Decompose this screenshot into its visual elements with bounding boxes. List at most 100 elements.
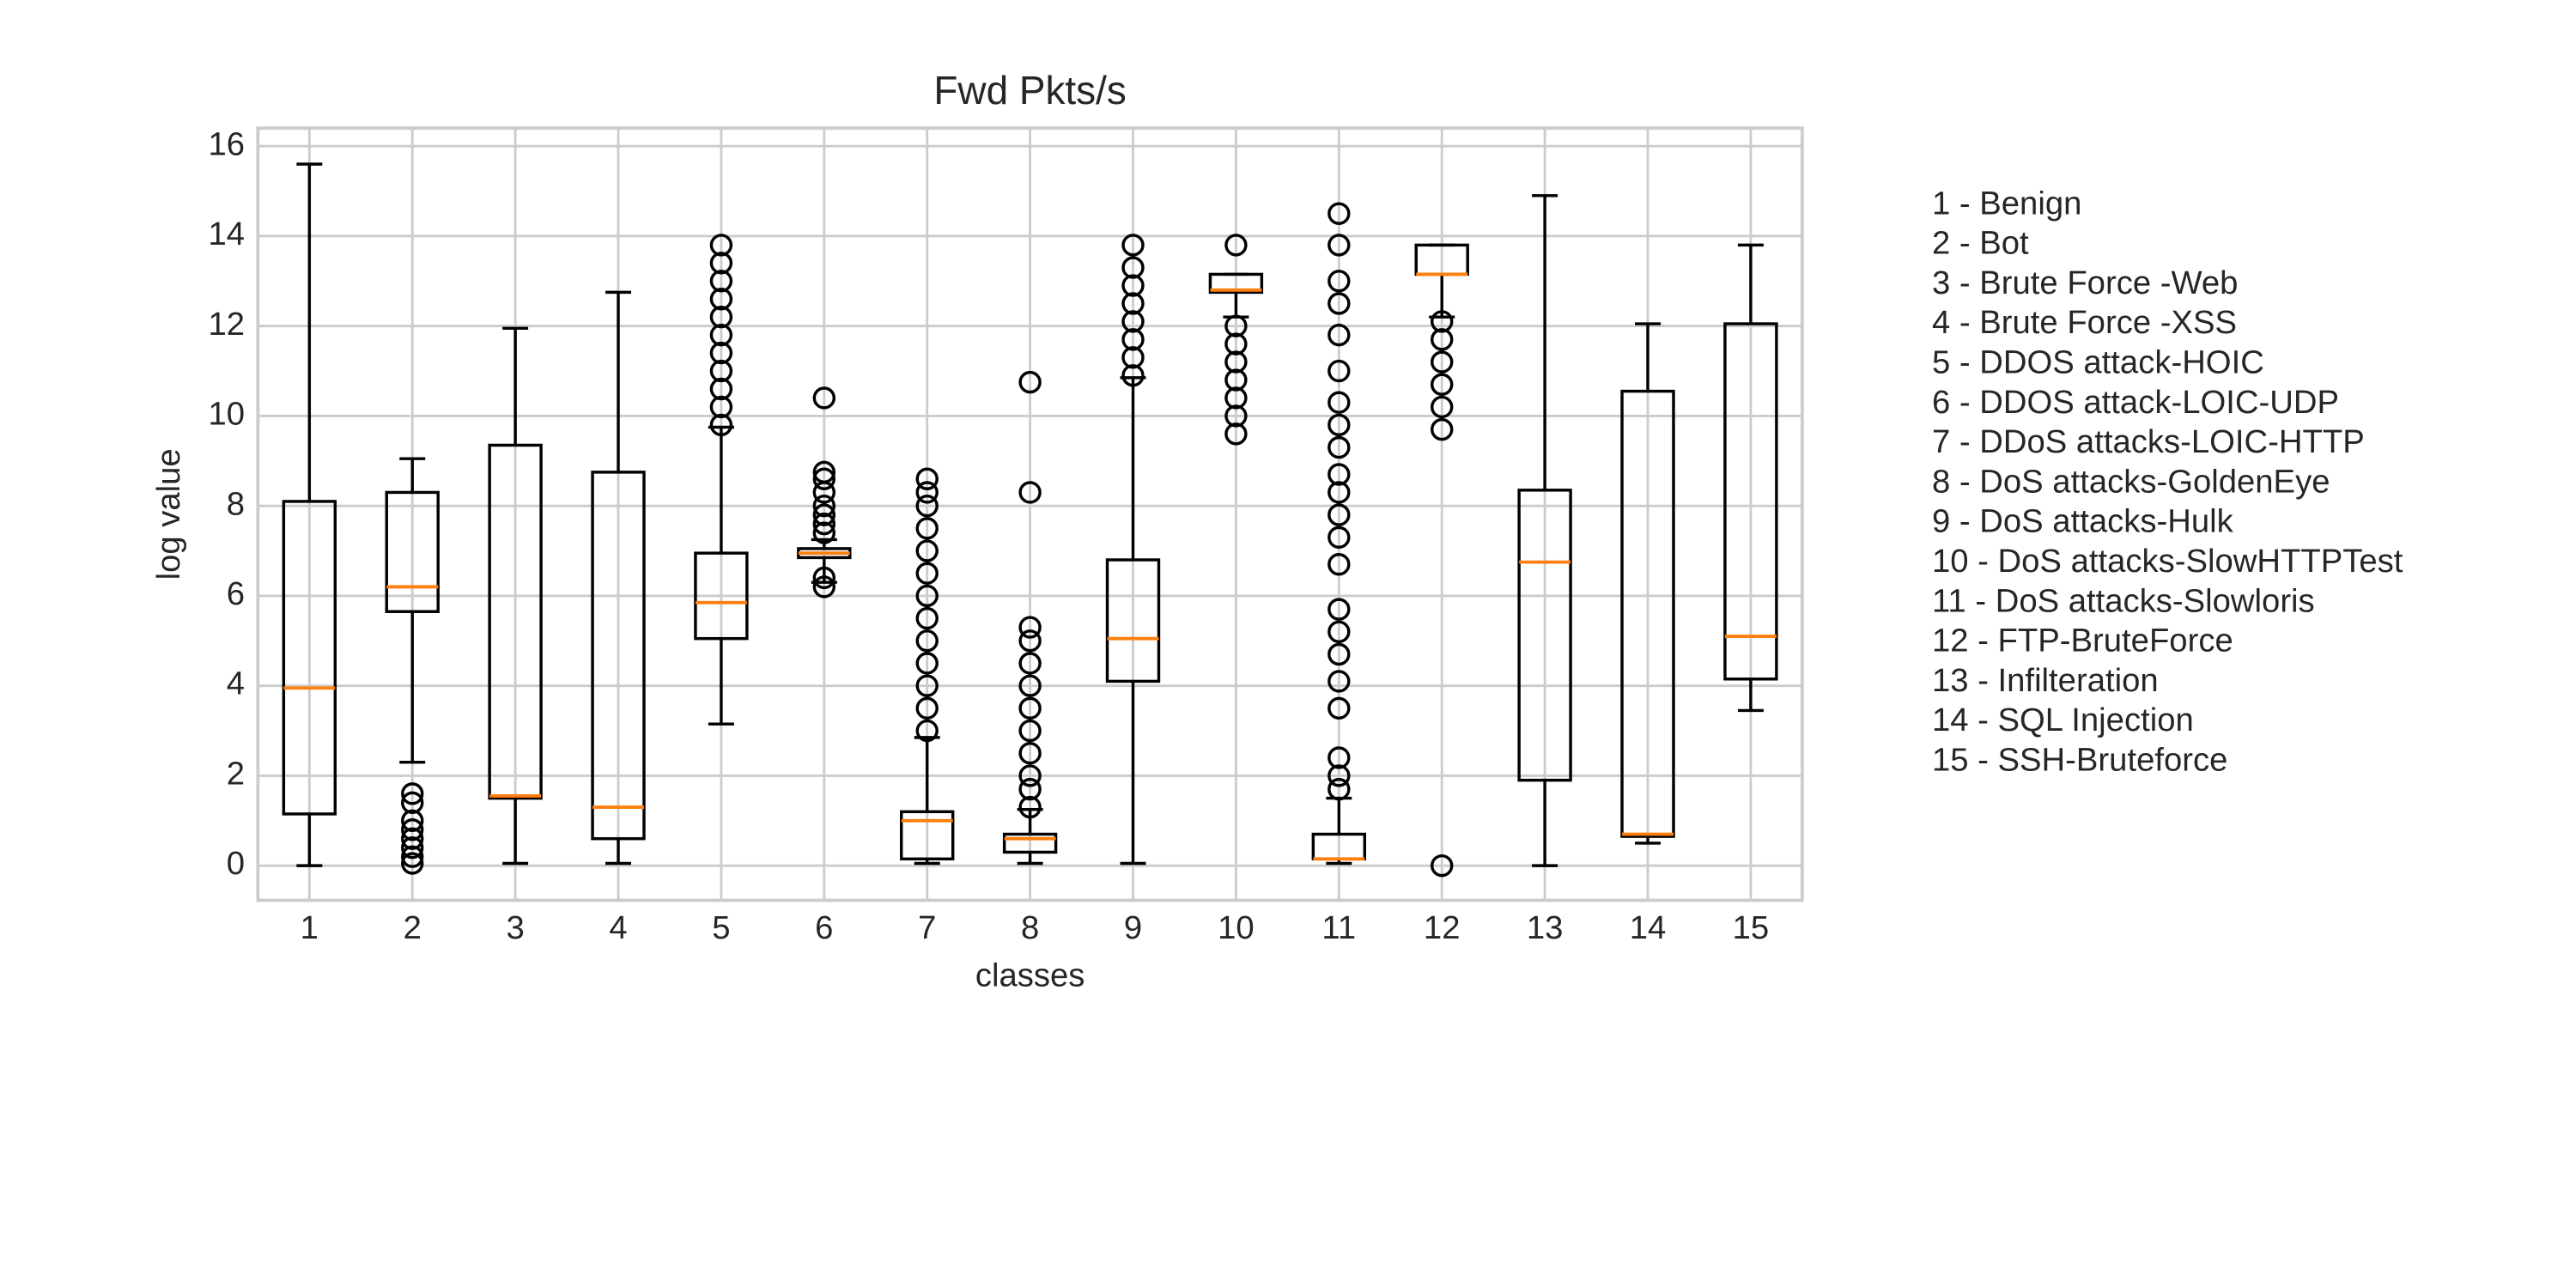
legend-entry: 12 - FTP-BruteForce	[1932, 623, 2233, 659]
legend-entry: 15 - SSH-Bruteforce	[1932, 741, 2227, 778]
box	[694, 551, 749, 641]
flier	[709, 341, 733, 365]
flier	[1224, 234, 1248, 257]
flier	[1431, 854, 1454, 878]
flier	[1431, 350, 1454, 374]
flier	[1224, 386, 1248, 410]
flier	[1224, 368, 1248, 392]
flier	[1121, 346, 1145, 369]
y-tick-label: 8	[227, 485, 245, 522]
flier	[1327, 481, 1351, 504]
flier	[1018, 777, 1042, 801]
flier	[1121, 364, 1145, 387]
flier	[812, 503, 836, 526]
y-axis-label: log value	[150, 448, 187, 580]
flier	[1224, 350, 1248, 374]
flier	[401, 852, 424, 875]
x-tick-label: 8	[1021, 909, 1039, 946]
x-tick-label: 6	[815, 909, 833, 946]
flier	[1018, 764, 1042, 787]
x-tick-label: 12	[1424, 909, 1461, 946]
flier	[1018, 652, 1042, 675]
flier	[1327, 764, 1351, 787]
x-tick-label: 10	[1218, 909, 1255, 946]
flier	[1431, 395, 1454, 419]
flier	[709, 270, 733, 293]
flier	[812, 521, 836, 544]
flier	[915, 674, 939, 697]
flier	[1018, 674, 1042, 697]
flier	[1121, 292, 1145, 315]
legend-entry: 13 - Infilteration	[1932, 662, 2159, 699]
box	[1517, 489, 1572, 782]
x-tick-label: 4	[609, 909, 627, 946]
flier	[915, 539, 939, 562]
flier	[1327, 553, 1351, 576]
y-tick-label: 10	[209, 396, 246, 433]
legend-entry: 11 - DoS attacks-Slowloris	[1932, 582, 2315, 619]
flier	[1121, 328, 1145, 351]
flier	[1327, 463, 1351, 486]
box	[282, 500, 337, 816]
x-tick-label: 9	[1124, 909, 1142, 946]
flier	[1121, 256, 1145, 279]
flier	[915, 584, 939, 608]
flier	[1327, 620, 1351, 644]
box	[1105, 558, 1161, 683]
flier	[1327, 777, 1351, 801]
flier	[1018, 696, 1042, 720]
flier	[915, 696, 939, 720]
y-tick-label: 14	[209, 216, 246, 252]
x-tick-label: 1	[301, 909, 319, 946]
flier	[915, 481, 939, 504]
flier	[812, 566, 836, 590]
legend-entry: 8 - DoS attacks-GoldenEye	[1932, 463, 2330, 500]
flier	[1327, 391, 1351, 414]
box	[488, 443, 543, 800]
flier	[915, 494, 939, 518]
box	[1723, 322, 1778, 681]
chart-title: Fwd Pkts/s	[933, 68, 1126, 112]
y-tick-label: 12	[209, 306, 246, 343]
x-tick-label: 2	[404, 909, 422, 946]
x-tick-label: 7	[918, 909, 936, 946]
flier	[915, 606, 939, 630]
flier	[1327, 598, 1351, 621]
flier	[1431, 328, 1454, 351]
x-tick-label: 5	[712, 909, 730, 946]
flier	[709, 252, 733, 275]
x-tick-label: 14	[1630, 909, 1667, 946]
y-tick-label: 0	[227, 845, 245, 882]
flier	[915, 629, 939, 653]
flier	[1018, 795, 1042, 819]
flier	[812, 512, 836, 536]
box	[1208, 272, 1264, 295]
box	[1002, 832, 1058, 854]
flier	[1018, 481, 1042, 504]
flier	[915, 719, 939, 743]
legend-entry: 9 - DoS attacks-Hulk	[1932, 503, 2234, 540]
box	[900, 810, 955, 861]
flier	[709, 234, 733, 257]
flier	[401, 791, 424, 815]
flier	[401, 809, 424, 832]
y-tick-label: 6	[227, 575, 245, 612]
flier	[1431, 310, 1454, 333]
flier	[1224, 422, 1248, 446]
legend-entry: 4 - Brute Force -XSS	[1932, 304, 2237, 341]
flier	[1327, 746, 1351, 769]
flier	[1327, 670, 1351, 693]
flier	[1327, 234, 1351, 257]
legend-entry: 6 - DDOS attack-LOIC-UDP	[1932, 384, 2339, 421]
flier	[1327, 642, 1351, 666]
flier	[709, 305, 733, 329]
flier	[915, 517, 939, 540]
legend-entry: 3 - Brute Force -Web	[1932, 264, 2238, 301]
legend-entry: 7 - DDoS attacks-LOIC-HTTP	[1932, 423, 2365, 460]
flier	[1224, 404, 1248, 428]
flier	[915, 652, 939, 675]
flier	[1018, 742, 1042, 765]
